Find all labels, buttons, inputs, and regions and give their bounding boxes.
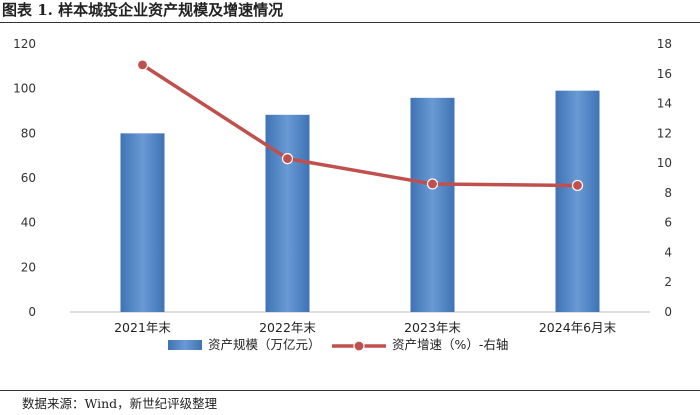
x-tick-label: 2021年末 — [114, 320, 171, 335]
data-source-note: 数据来源：Wind，新世纪评级整理 — [22, 396, 218, 411]
bar — [555, 90, 600, 312]
y-right-tick-label: 14 — [657, 97, 672, 111]
x-tick-label: 2023年末 — [404, 320, 461, 335]
y-right-tick-label: 8 — [664, 186, 672, 200]
x-tick-label: 2024年6月末 — [539, 320, 617, 335]
bar — [120, 133, 165, 312]
y-left-tick-label: 60 — [21, 171, 36, 185]
y-right-tick-label: 4 — [664, 245, 672, 259]
y-left-tick-label: 0 — [28, 305, 36, 319]
bar — [265, 114, 310, 313]
y-left-tick-label: 100 — [13, 82, 36, 96]
y-right-tick-label: 6 — [664, 216, 672, 230]
growth-line — [141, 63, 578, 188]
y-left-tick-label: 40 — [21, 216, 36, 230]
footer-divider — [0, 390, 700, 391]
legend-line-marker — [353, 340, 365, 352]
y-right-tick-label: 16 — [657, 67, 672, 81]
legend-bar-swatch — [168, 340, 202, 350]
y-right-tick-label: 2 — [664, 275, 672, 289]
growth-point — [281, 153, 294, 165]
y-right-tick-label: 12 — [657, 126, 672, 140]
growth-point — [571, 179, 584, 192]
y-left-tick-label: 80 — [21, 126, 36, 140]
y-left-tick-label: 20 — [21, 260, 36, 274]
bar — [410, 97, 455, 312]
plot-area: 0 20 40 60 80 100 120 0 2 4 6 8 10 12 14 16 18 2021年末 2022… — [13, 37, 672, 352]
y-right-tick-label: 18 — [657, 37, 672, 51]
figure-title: 图表 1. 样本城投企业资产规模及增速情况 — [2, 1, 284, 19]
x-tick-label: 2022年末 — [259, 320, 316, 335]
y-right-tick-label: 0 — [664, 305, 672, 319]
legend-line-label: 资产增速（%）-右轴 — [392, 337, 508, 352]
growth-point — [136, 59, 149, 71]
combo-chart: 0 20 40 60 80 100 120 0 2 4 6 8 10 12 14 16 18 2021年末 2022… — [13, 37, 672, 352]
y-left-tick-label: 120 — [13, 37, 36, 51]
growth-point — [426, 178, 439, 190]
y-right-tick-label: 10 — [657, 156, 672, 170]
title-divider — [0, 22, 700, 23]
legend-bar-label: 资产规模（万亿元） — [208, 337, 321, 352]
